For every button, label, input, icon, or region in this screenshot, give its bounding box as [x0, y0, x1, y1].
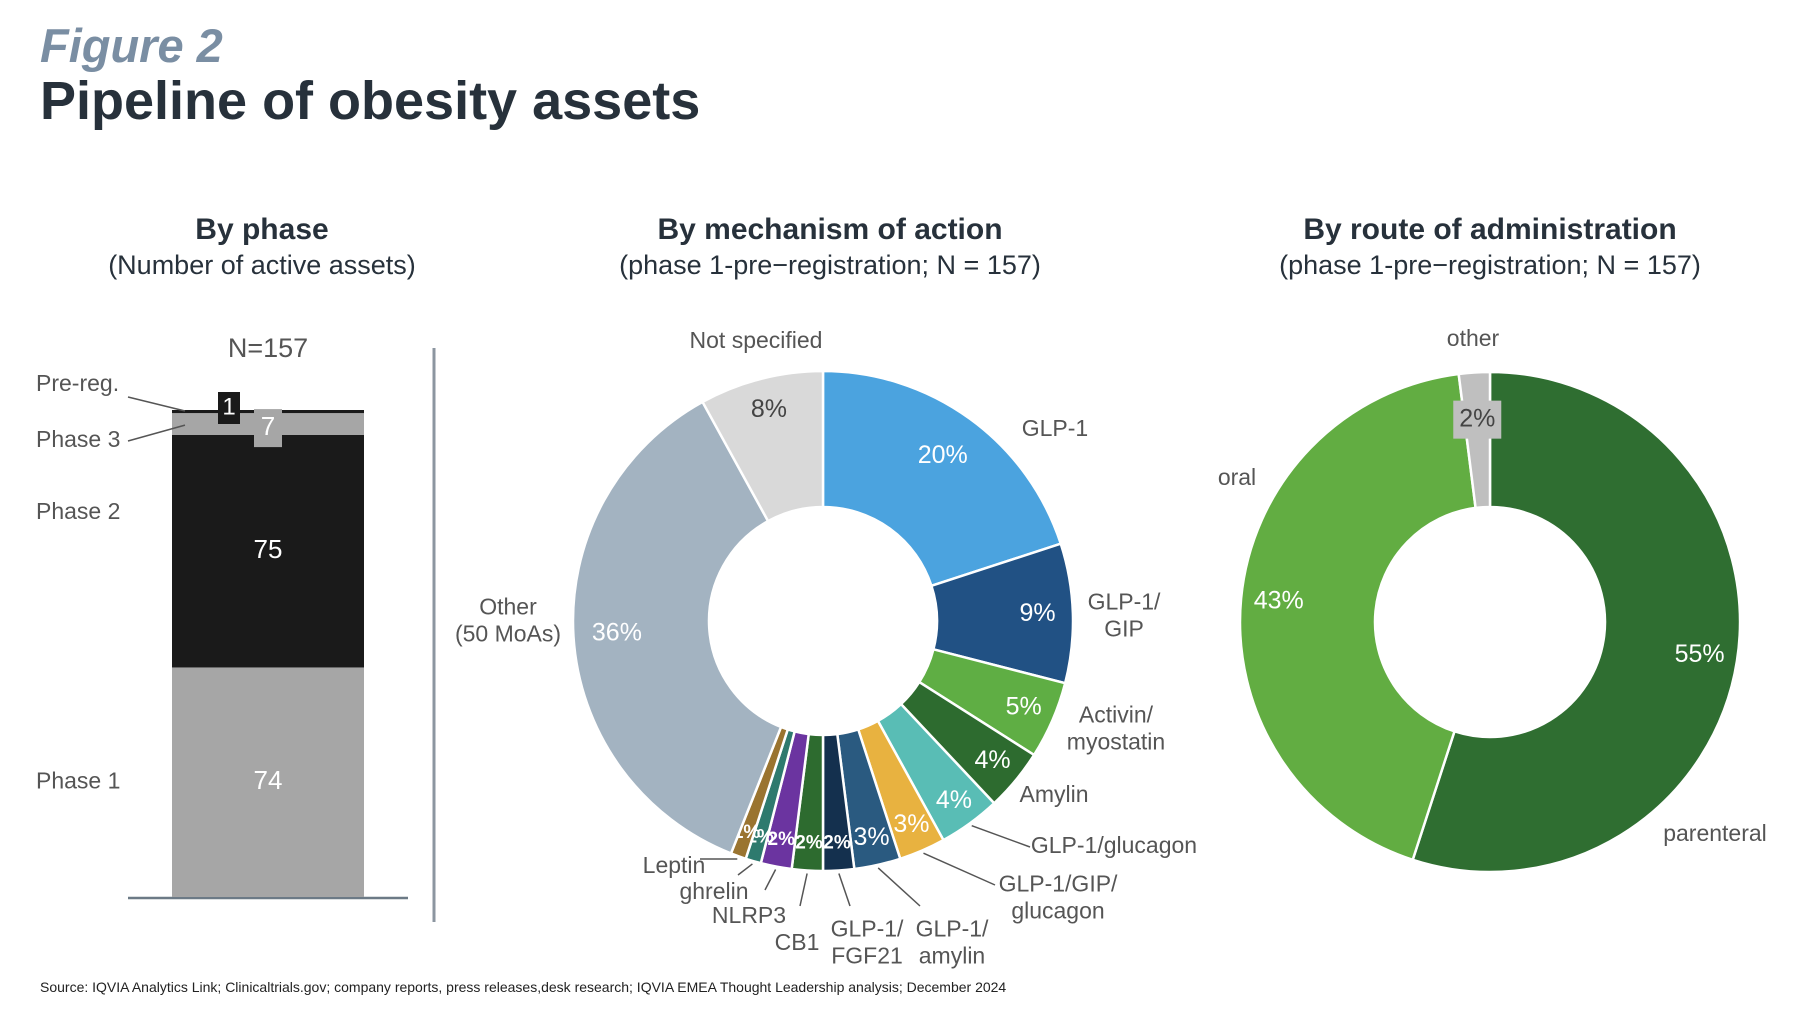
moa-slice-not-specified — [700, 369, 825, 523]
moa-label-glp-1-gip: GLP-1/GIP — [1088, 589, 1161, 642]
phase-chart-title: By phase — [195, 213, 329, 246]
moa-label-other-50-moas: Other (50 MoAs) — [455, 594, 561, 647]
phase-chart-subtitle: (Number of active assets) — [108, 250, 416, 280]
route-pct-parenteral: 55% — [1675, 640, 1725, 668]
moa-pct-glp-1-gip: 9% — [1019, 599, 1055, 627]
moa-leader-cb1 — [799, 873, 808, 907]
moa-label-nlrp3: NLRP3 — [712, 902, 786, 928]
bar-value-phase-3: 7 — [261, 411, 275, 441]
phase-total-label: N=157 — [228, 333, 308, 363]
moa-slice-glp-1 — [821, 369, 1063, 588]
moa-label-glp-1-gip-glucagon: GLP-1/GIP/glucagon — [999, 871, 1118, 924]
leader-phase-3 — [127, 424, 186, 442]
bar-category-phase-2: Phase 2 — [36, 498, 120, 524]
moa-label-glp-1: GLP-1 — [1022, 415, 1088, 441]
bar-segment-phase-2 — [172, 434, 364, 668]
moa-leader-glp-1-gip-glucagon — [923, 852, 996, 886]
route-chart-title: By route of administration — [1303, 213, 1677, 246]
moa-leader-ghrelin — [737, 863, 753, 876]
moa-label-not-specified: Not specified — [690, 327, 823, 353]
moa-pct-glp-1-gip-glucagon: 3% — [893, 810, 929, 838]
moa-label-amylin: Amylin — [1019, 781, 1088, 807]
moa-pct-glp-1-amylin: 3% — [854, 823, 890, 851]
route-label-other: other — [1447, 325, 1500, 351]
moa-leader-glp-1-glucagon — [971, 824, 1031, 848]
moa-chart-heading: By mechanism of action (phase 1-pre−regi… — [560, 212, 1100, 282]
source-note: Source: IQVIA Analytics Link; Clinicaltr… — [40, 979, 1007, 995]
moa-leader-glp-1-fgf21 — [838, 873, 851, 907]
bar-segment-phase-1 — [172, 667, 364, 897]
moa-label-activin-myostatin: Activin/myostatin — [1067, 702, 1165, 755]
route-pct-box-other — [1453, 400, 1502, 439]
moa-pct-activin-myostatin: 5% — [1006, 692, 1042, 720]
route-label-oral: oral — [1218, 464, 1256, 490]
phase-chart-heading: By phase (Number of active assets) — [62, 212, 462, 282]
moa-pct-glp-1-glucagon: 4% — [936, 786, 972, 814]
bar-value-phase-1: 74 — [254, 765, 283, 795]
moa-label-glp-1-glucagon: GLP-1/glucagon — [1031, 832, 1197, 858]
route-pct-oral: 43% — [1254, 587, 1304, 615]
moa-pct-other-50-moas: 36% — [592, 619, 642, 647]
route-pct-other: 2% — [1459, 404, 1495, 432]
moa-pct-nlrp3: 2% — [768, 829, 796, 850]
moa-label-glp-1-amylin: GLP-1/amylin — [916, 916, 989, 969]
bar-value-box-pre-reg — [218, 392, 240, 424]
moa-leader-nlrp3 — [764, 869, 777, 891]
route-chart-subtitle: (phase 1-pre−registration; N = 157) — [1279, 250, 1701, 280]
moa-leader-glp-1-amylin — [877, 867, 921, 907]
figure-label: Figure 2 — [40, 19, 223, 72]
route-slice-parenteral — [1411, 370, 1742, 874]
bar-value-box-phase-3 — [254, 409, 282, 448]
bar-category-phase-3: Phase 3 — [36, 426, 120, 452]
bar-value-pre-reg: 1 — [222, 393, 235, 420]
moa-label-glp-1-fgf21: GLP-1/FGF21 — [831, 916, 904, 969]
figure-title: Pipeline of obesity assets — [40, 71, 701, 131]
moa-pct-not-specified: 8% — [751, 395, 787, 423]
moa-label-cb1: CB1 — [775, 929, 820, 955]
bar-category-phase-1: Phase 1 — [36, 767, 120, 793]
leader-pre-reg — [127, 396, 186, 412]
bar-value-phase-2: 75 — [254, 534, 283, 564]
moa-label-ghrelin: ghrelin — [679, 878, 748, 904]
route-chart-heading: By route of administration (phase 1-pre−… — [1220, 212, 1760, 282]
moa-pct-glp-1: 20% — [918, 441, 968, 469]
moa-slice-other-50-moas — [571, 400, 783, 856]
bar-category-pre-reg: Pre-reg. — [36, 370, 119, 396]
moa-pct-cb1: 2% — [795, 832, 823, 853]
moa-pct-glp-1-fgf21: 2% — [823, 832, 851, 853]
moa-chart-title: By mechanism of action — [657, 213, 1003, 246]
moa-pct-amylin: 4% — [975, 746, 1011, 774]
moa-label-leptin: Leptin — [643, 852, 706, 878]
moa-chart-subtitle: (phase 1-pre−registration; N = 157) — [619, 250, 1041, 280]
route-label-parenteral: parenteral — [1663, 820, 1767, 846]
route-slice-oral — [1238, 372, 1477, 862]
